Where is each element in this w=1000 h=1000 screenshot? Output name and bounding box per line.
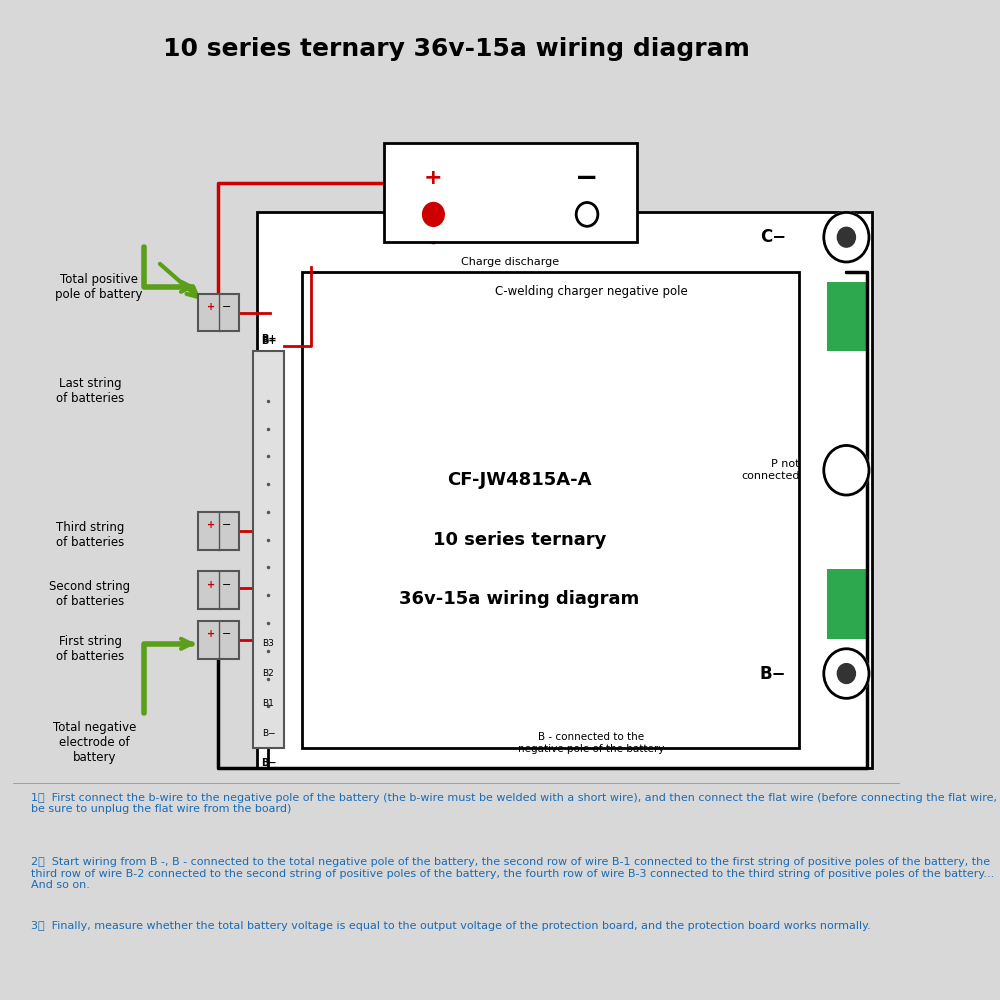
Circle shape: [824, 445, 869, 495]
Text: 2、  Start wiring from B -, B - connected to the total negative pole of the batte: 2、 Start wiring from B -, B - connected …: [31, 857, 995, 890]
Text: 10 series ternary 36v-15a wiring diagram: 10 series ternary 36v-15a wiring diagram: [163, 37, 749, 61]
Text: B−: B−: [261, 758, 277, 768]
Bar: [198, 294, 239, 331]
Text: Second string
of batteries: Second string of batteries: [49, 580, 131, 608]
Text: +: +: [424, 168, 443, 188]
Text: 1、  First connect the b-wire to the negative pole of the battery (the b-wire mus: 1、 First connect the b-wire to the negat…: [31, 793, 997, 814]
Text: Third string
of batteries: Third string of batteries: [56, 521, 124, 549]
Text: 3、  Finally, measure whether the total battery voltage is equal to the output vo: 3、 Finally, measure whether the total ba…: [31, 921, 871, 931]
Text: CF-JW4815A-A: CF-JW4815A-A: [447, 471, 592, 489]
Text: B1: B1: [263, 699, 274, 708]
Circle shape: [576, 202, 598, 226]
Text: C−: C−: [760, 228, 786, 246]
Text: −: −: [222, 580, 232, 590]
Text: Total negative
electrode of
battery: Total negative electrode of battery: [53, 721, 136, 764]
Text: 10 series ternary: 10 series ternary: [433, 531, 606, 549]
Text: B−: B−: [759, 665, 786, 683]
Text: +: +: [207, 629, 215, 639]
Text: P not
connected: P not connected: [741, 459, 799, 481]
Bar: [198, 571, 239, 609]
Text: C-welding charger negative pole: C-welding charger negative pole: [495, 285, 688, 298]
Text: Total positive
pole of battery: Total positive pole of battery: [55, 273, 143, 301]
Text: 36v-15a wiring diagram: 36v-15a wiring diagram: [399, 590, 639, 608]
Text: +: +: [207, 520, 215, 530]
Bar: [198, 512, 239, 550]
Circle shape: [837, 664, 855, 683]
Text: B−: B−: [262, 729, 275, 738]
Text: B2: B2: [263, 669, 274, 678]
Text: −: −: [222, 520, 232, 530]
Bar: [827, 282, 867, 351]
Bar: [302, 272, 799, 748]
Text: B+: B+: [261, 336, 276, 346]
Text: +: +: [207, 580, 215, 590]
Circle shape: [423, 202, 444, 226]
Text: Charge discharge: Charge discharge: [461, 257, 559, 267]
Text: B+: B+: [261, 334, 277, 344]
Text: B3: B3: [263, 639, 274, 648]
Text: −: −: [575, 164, 599, 192]
Text: −: −: [222, 629, 232, 639]
Bar: [198, 621, 239, 659]
Text: −: −: [222, 302, 232, 312]
Bar: [257, 212, 872, 768]
Circle shape: [837, 227, 855, 247]
Circle shape: [824, 212, 869, 262]
Text: +: +: [207, 302, 215, 312]
Circle shape: [824, 649, 869, 698]
Bar: [253, 351, 284, 748]
Text: B - connected to the
negative pole of the battery: B - connected to the negative pole of th…: [518, 732, 665, 754]
Bar: [827, 569, 867, 639]
Bar: [384, 143, 637, 242]
Text: First string
of batteries: First string of batteries: [56, 635, 124, 663]
Text: Last string
of batteries: Last string of batteries: [56, 377, 124, 405]
